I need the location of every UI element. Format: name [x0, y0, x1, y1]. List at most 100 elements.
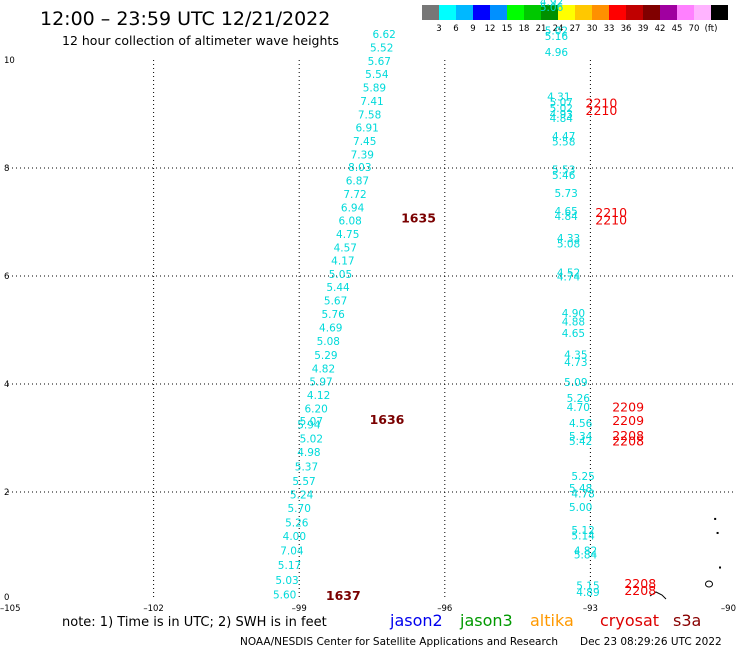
plot-grid [8, 60, 736, 600]
wave-height-value: 5.07 [550, 97, 573, 109]
wave-height-value: 4.93 [550, 109, 573, 121]
wave-height-value: 5.89 [363, 82, 386, 94]
y-tick-label: 2 [4, 488, 9, 498]
wave-height-value: 6.94 [341, 203, 365, 215]
wave-height-value: 5.34 [569, 431, 593, 443]
colorbar-swatch [660, 5, 677, 20]
wave-height-value: 5.97 [309, 377, 332, 389]
wave-height-value: 4.57 [334, 243, 357, 255]
wave-height-value: 4.89 [576, 587, 599, 599]
satellite-jason3: jason3 [459, 611, 513, 630]
colorbar-label: 30 [587, 24, 598, 34]
wave-height-value: 5.14 [571, 531, 595, 543]
wave-height-value: 5.76 [321, 309, 345, 321]
wave-height-value: 5.26 [285, 518, 309, 530]
colorbar-swatch [541, 5, 558, 20]
pass-time-label: 2208 [624, 583, 656, 598]
island-outline [705, 580, 713, 588]
colorbar-label: 9 [470, 24, 475, 34]
wave-height-value: 4.73 [564, 357, 587, 369]
wave-height-value: 5.00 [569, 502, 592, 514]
colorbar-unit: (ft) [705, 24, 718, 34]
wave-height-value: 4.70 [567, 402, 590, 414]
wave-height-value: 7.45 [353, 136, 376, 148]
wave-height-value: 6.91 [355, 122, 378, 134]
wave-height-value: 5.26 [567, 393, 591, 405]
wave-height-value: 5.17 [278, 560, 301, 572]
wave-height-value: 7.72 [343, 189, 366, 201]
colorbar-swatch [677, 5, 694, 20]
colorbar-swatch [422, 5, 439, 20]
colorbar-swatch [694, 5, 711, 20]
colorbar-swatch [711, 5, 728, 20]
wave-height-value: 5.07 [300, 416, 323, 428]
wave-height-value: 5.60 [273, 589, 296, 601]
wave-height-value: 5.29 [314, 350, 337, 362]
wave-height-value: 5.12 [571, 525, 594, 537]
timestamp-text: Dec 23 08:29:26 UTC 2022 [580, 636, 722, 648]
wave-height-value: 5.48 [569, 483, 592, 495]
wave-height-value: 7.04 [280, 546, 304, 558]
pass-time-labels: 1637163616352208220822082208220922092210… [326, 96, 656, 603]
wave-height-value: 4.82 [574, 546, 597, 558]
wave-height-value: 5.84 [574, 549, 598, 561]
colorbar-swatch [592, 5, 609, 20]
wave-height-value: 4.56 [569, 418, 593, 430]
wave-height-value: 5.02 [545, 26, 568, 38]
colorbar-label: 21 [536, 24, 547, 34]
colorbar-label: 33 [604, 24, 615, 34]
wave-height-value: 5.25 [571, 471, 594, 483]
satellite-altika: altika [530, 611, 574, 630]
colorbar-swatch [473, 5, 490, 20]
colorbar-label: 42 [655, 24, 666, 34]
x-tick-label: –96 [437, 604, 452, 614]
y-tick-label: 0 [4, 593, 9, 603]
y-tick-label: 4 [4, 380, 9, 390]
x-tick-label: –90 [721, 604, 736, 614]
colorbar-swatch [456, 5, 473, 20]
wave-height-value: 6.08 [338, 216, 361, 228]
wave-height-value: 4.65 [554, 206, 577, 218]
colorbar-swatch [558, 5, 575, 20]
wave-height-value: 4.12 [307, 390, 330, 402]
chart-title: 12:00 – 23:59 UTC 12/21/2022 [40, 8, 330, 30]
colorbar-swatch [609, 5, 626, 20]
x-tick-label: –99 [292, 604, 307, 614]
y-tick-label: 10 [4, 56, 15, 66]
wave-height-value: 4.69 [319, 323, 342, 335]
wave-height-values: 5.605.035.177.044.005.265.705.245.575.37… [273, 0, 600, 601]
wave-height-value: 4.52 [557, 268, 580, 280]
pass-time-label: 2208 [612, 428, 644, 443]
wave-height-value: 5.44 [326, 282, 350, 294]
pass-time-label: 1636 [370, 412, 405, 427]
colorbar-swatch [439, 5, 456, 20]
wave-height-value: 7.39 [351, 149, 374, 161]
coastline-segment [649, 591, 667, 600]
wave-height-value: 5.52 [370, 42, 393, 54]
wave-height-value: 5.03 [275, 575, 298, 587]
wave-height-value: 5.67 [368, 56, 391, 68]
colorbar-label: 15 [502, 24, 513, 34]
axis-ticks: –105 –102 –99 –96 –93 –90 0 2 4 6 8 10 [0, 56, 736, 614]
colorbar-label: 24 [553, 24, 564, 34]
wave-height-value: 5.16 [545, 31, 569, 43]
footnote: note: 1) Time is in UTC; 2) SWH is in fe… [62, 615, 327, 630]
satellite-cryosat: cryosat [600, 611, 659, 630]
wave-height-value: 5.08 [557, 238, 580, 250]
colorbar-label: 70 [689, 24, 700, 34]
coast-dot [716, 531, 719, 534]
wave-height-value: 4.65 [562, 328, 585, 340]
wave-height-value: 7.58 [358, 109, 381, 121]
x-tick-label: –102 [143, 604, 163, 614]
pass-time-label: 2210 [595, 205, 627, 220]
wave-height-value: 4.31 [547, 92, 570, 104]
x-tick-label: –93 [583, 604, 598, 614]
wave-height-value: 6.62 [372, 29, 395, 41]
wave-height-value: 4.82 [312, 364, 335, 376]
wave-height-value: 6.20 [304, 404, 327, 416]
wave-height-value: 4.98 [297, 447, 320, 459]
wave-height-value: 5.09 [564, 377, 587, 389]
pass-time-label: 2210 [586, 96, 618, 111]
wave-height-value: 7.41 [360, 96, 383, 108]
